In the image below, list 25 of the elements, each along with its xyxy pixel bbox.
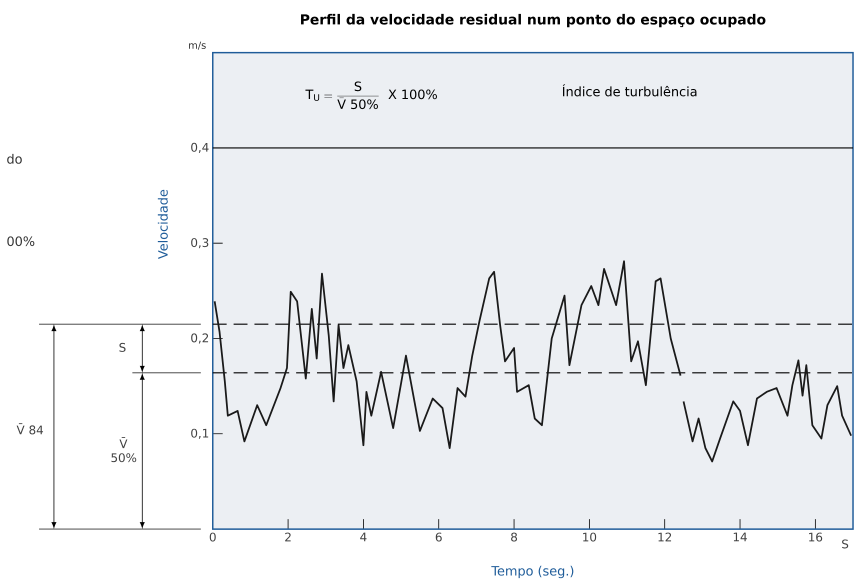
x-tick-label: 8 xyxy=(511,532,518,542)
x-tick-label: 10 xyxy=(583,532,596,542)
text: V̄ 84 xyxy=(16,423,44,435)
text: m/s xyxy=(189,42,206,50)
annotation: $\mathrm{T}_{\mathrm{U}} = \frac{\mathrm{S}}{\bar{\mathrm{V}}\ \mathrm{50\%}}\ \ \mathrm{X\ 100\%}$ xyxy=(305,82,437,110)
annotation: Índice de turbulência xyxy=(562,84,696,97)
x-tick-label: 12 xyxy=(658,532,672,542)
x-tick-label: 14 xyxy=(734,532,747,542)
text: 00% xyxy=(7,236,34,246)
y-axis-title: Velocidade xyxy=(158,190,168,260)
x-tick-label: 4 xyxy=(360,532,367,542)
x-axis-title: Tempo (seg.) xyxy=(491,566,574,578)
text: S xyxy=(119,343,126,352)
x-tick-label: 2 xyxy=(285,532,291,542)
chart-title: Perfil da velocidade residual num ponto do espaço ocupado xyxy=(301,14,766,28)
text: S xyxy=(842,540,848,549)
y-tick-label: 0,2 xyxy=(191,334,208,344)
y-tick-label: 0,3 xyxy=(191,238,208,248)
x-tick-label: 0 xyxy=(210,532,216,542)
x-tick-label: 6 xyxy=(436,532,442,542)
y-tick-label: 0,1 xyxy=(191,428,208,440)
y-tick-label: 0,4 xyxy=(191,142,209,154)
text: do xyxy=(7,154,22,164)
x-tick-label: 16 xyxy=(809,532,822,542)
text: V̄ 50% xyxy=(111,437,136,462)
